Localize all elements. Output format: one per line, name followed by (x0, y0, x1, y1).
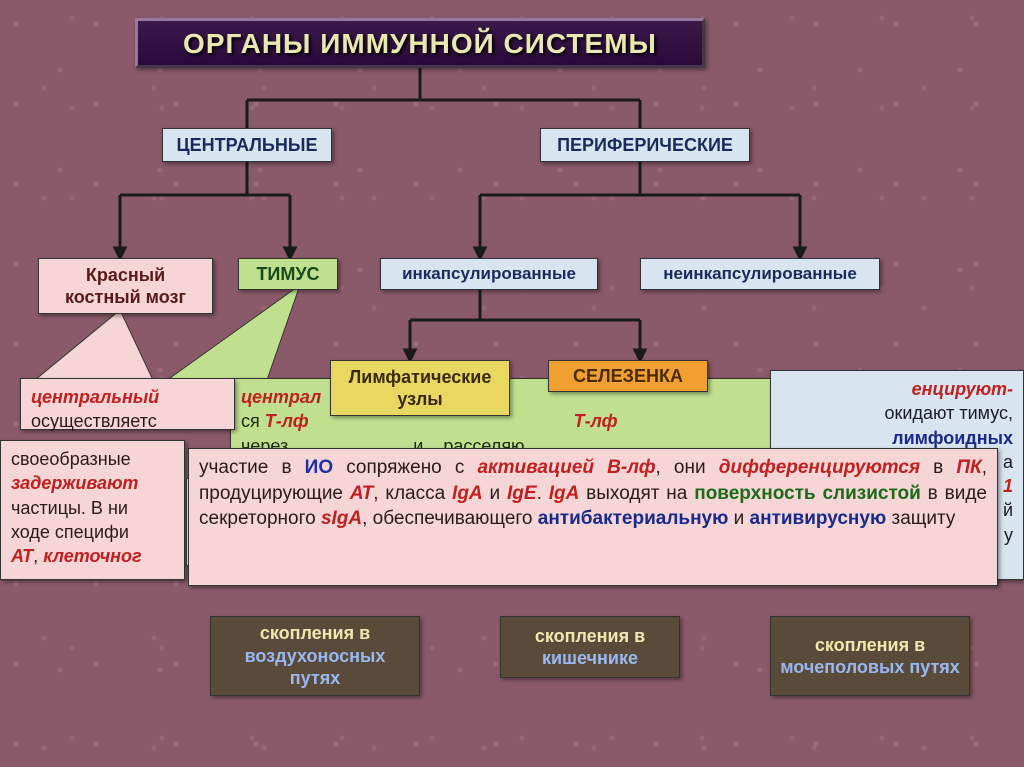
label-bone-marrow: Красный костный мозг (47, 264, 204, 309)
main-description-text: участие в ИО сопряжено с активацией В-лф… (199, 457, 987, 529)
blue-l1: енцируют- (912, 379, 1013, 399)
title-text: ОРГАНЫ ИММУННОЙ СИСТЕМЫ (183, 26, 657, 61)
b1-l1: скопления в (260, 622, 370, 645)
bottom-intestine: скопления в кишечнике (500, 616, 680, 678)
blue-l4: а (1003, 452, 1013, 472)
node-peripheral: ПЕРИФЕРИЧЕСКИЕ (540, 128, 750, 162)
blue-l7: у (1004, 525, 1013, 545)
b3-l2: мочеполовых путях (780, 656, 960, 679)
node-non-encapsulated: неинкапсулированные (640, 258, 880, 290)
ll-5: АТ, клеточног (11, 546, 142, 566)
bottom-urogenital: скопления в мочеполовых путях (770, 616, 970, 696)
b1-l2: воздухоносных путях (219, 645, 411, 690)
node-lymph-nodes: Лимфатические узлы (330, 360, 510, 416)
ll-3: частицы. В ни (11, 498, 128, 518)
node-spleen: СЕЛЕЗЕНКА (548, 360, 708, 392)
ll-2: задерживают (11, 473, 138, 493)
ll-4: ходе специфи (11, 522, 129, 542)
label-thymus: ТИМУС (256, 263, 319, 286)
blue-l2: окидают тимус, (885, 403, 1013, 423)
bottom-airways: скопления в воздухоносных путях (210, 616, 420, 696)
blue-l6: й (1003, 500, 1013, 520)
node-bone-marrow: Красный костный мозг (38, 258, 213, 314)
node-thymus: ТИМУС (238, 258, 338, 290)
b3-l1: скопления в (815, 634, 925, 657)
b2-l2: кишечнике (542, 647, 638, 670)
label-non-encapsulated: неинкапсулированные (663, 263, 857, 284)
blue-l3: лимфоидных (892, 428, 1013, 448)
label-peripheral: ПЕРИФЕРИЧЕСКИЕ (557, 134, 733, 157)
callout-bone-marrow-partial: центральный осуществляетс (20, 378, 235, 430)
thymus-callout-line1: централ т (241, 387, 321, 407)
pink-cb-1: центральный (31, 387, 159, 407)
label-spleen: СЕЛЕЗЕНКА (573, 365, 683, 388)
node-central: ЦЕНТРАЛЬНЫЕ (162, 128, 332, 162)
b2-l1: скопления в (535, 625, 645, 648)
blue-l5: 1 (1003, 476, 1013, 496)
pink-cb-2: осуществляетс (31, 411, 157, 431)
node-encapsulated: инкапсулированные (380, 258, 598, 290)
label-central: ЦЕНТРАЛЬНЫЕ (177, 134, 318, 157)
label-encapsulated: инкапсулированные (402, 263, 576, 284)
title-node: ОРГАНЫ ИММУННОЙ СИСТЕМЫ (135, 18, 705, 68)
lower-left-fragment: своеобразные задерживают частицы. В ни х… (0, 440, 185, 580)
ll-1: своеобразные (11, 449, 131, 469)
main-description-box: участие в ИО сопряжено с активацией В-лф… (188, 448, 998, 586)
label-lymph-nodes: Лимфатические узлы (339, 366, 501, 411)
